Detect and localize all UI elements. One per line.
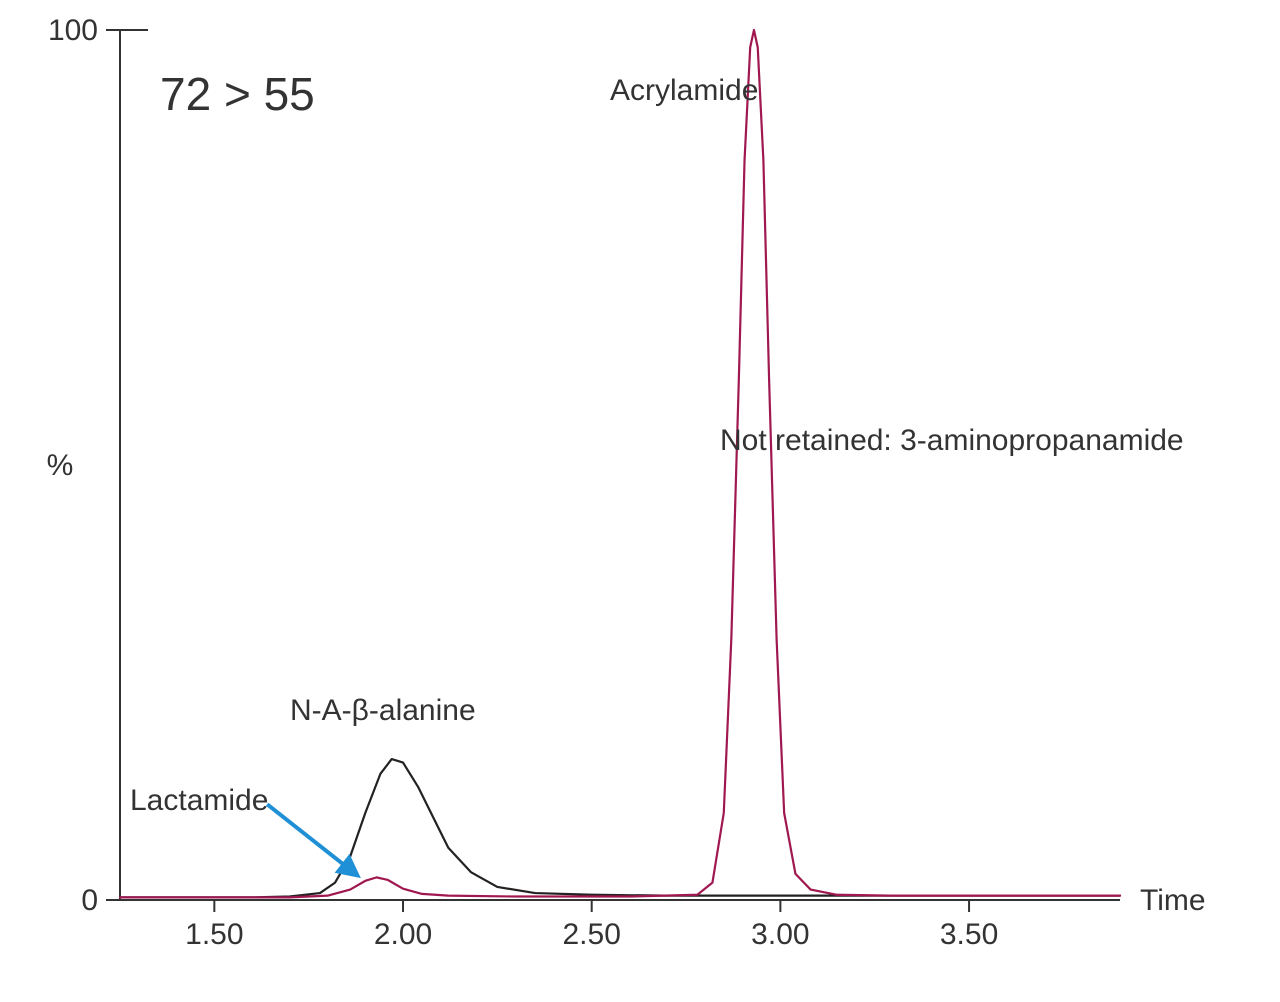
y-tick-label: 0 bbox=[81, 884, 98, 917]
x-tick-label: 2.00 bbox=[374, 918, 432, 951]
x-tick-label: 3.50 bbox=[940, 918, 998, 951]
chromatogram-chart: 0 100% 1.50 2.00 2.50 3.00 3.50 Time 72 > 55 Acry… bbox=[0, 0, 1280, 1002]
annotation-3: N-A-β-alanine bbox=[290, 694, 476, 727]
y-axis-label: % bbox=[47, 449, 74, 482]
annotation-2: Not retained: 3-aminopropanamide bbox=[720, 424, 1184, 457]
x-tick-label: 1.50 bbox=[185, 918, 243, 951]
x-tick-label: 3.00 bbox=[751, 918, 809, 951]
annotation-0: 72 > 55 bbox=[160, 68, 315, 120]
annotation-1: Acrylamide bbox=[610, 74, 758, 107]
x-tick-label: 2.50 bbox=[563, 918, 621, 951]
annotation-4: Lactamide bbox=[130, 784, 268, 817]
x-axis-label: Time bbox=[1140, 884, 1206, 917]
chart-svg: 0 100% 1.50 2.00 2.50 3.00 3.50 Time 72 > 55 Acry… bbox=[0, 0, 1280, 1002]
chart-background bbox=[0, 0, 1280, 1002]
y-tick-label: 100 bbox=[48, 14, 98, 47]
